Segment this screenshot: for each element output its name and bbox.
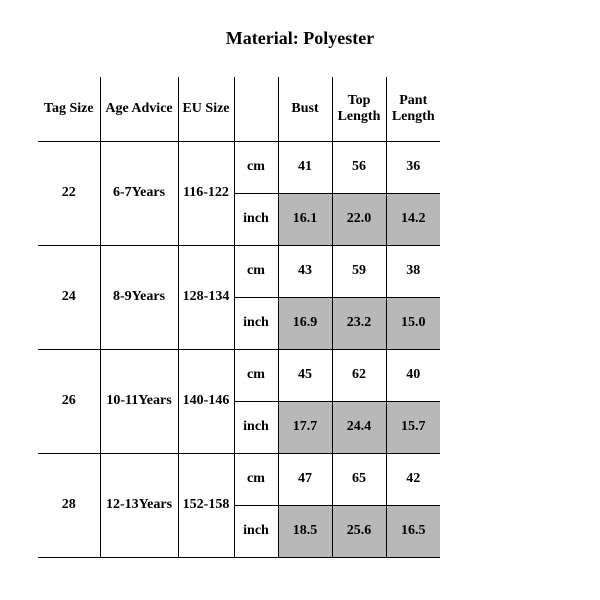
cell-top_length: 65 bbox=[332, 453, 386, 505]
cell-eu-size: 116-122 bbox=[178, 141, 234, 245]
cell-eu-size: 152-158 bbox=[178, 453, 234, 557]
col-bust: Bust bbox=[278, 77, 332, 141]
cell-unit: inch bbox=[234, 505, 278, 557]
cell-pant_length: 42 bbox=[386, 453, 440, 505]
cell-tag-size: 24 bbox=[38, 245, 100, 349]
col-age-advice: Age Advice bbox=[100, 77, 178, 141]
cell-top_length: 24.4 bbox=[332, 401, 386, 453]
cell-eu-size: 140-146 bbox=[178, 349, 234, 453]
cell-unit: inch bbox=[234, 401, 278, 453]
col-pant-length: Pant Length bbox=[386, 77, 440, 141]
cell-bust: 43 bbox=[278, 245, 332, 297]
table-row: 2610-11Years140-146cm456240 bbox=[38, 349, 440, 401]
col-eu-size: EU Size bbox=[178, 77, 234, 141]
cell-tag-size: 22 bbox=[38, 141, 100, 245]
cell-unit: inch bbox=[234, 297, 278, 349]
cell-age-advice: 8-9Years bbox=[100, 245, 178, 349]
cell-bust: 45 bbox=[278, 349, 332, 401]
cell-unit: cm bbox=[234, 245, 278, 297]
col-top-length: Top Length bbox=[332, 77, 386, 141]
col-tag-size: Tag Size bbox=[38, 77, 100, 141]
table-row: 248-9Years128-134cm435938 bbox=[38, 245, 440, 297]
cell-top_length: 62 bbox=[332, 349, 386, 401]
cell-pant_length: 14.2 bbox=[386, 193, 440, 245]
page: Material: Polyester Tag Size Age Advice … bbox=[0, 0, 600, 600]
cell-top_length: 23.2 bbox=[332, 297, 386, 349]
page-title: Material: Polyester bbox=[0, 28, 600, 49]
cell-bust: 16.1 bbox=[278, 193, 332, 245]
cell-unit: inch bbox=[234, 193, 278, 245]
cell-pant_length: 15.7 bbox=[386, 401, 440, 453]
cell-top_length: 56 bbox=[332, 141, 386, 193]
cell-pant_length: 16.5 bbox=[386, 505, 440, 557]
cell-tag-size: 26 bbox=[38, 349, 100, 453]
cell-top_length: 22.0 bbox=[332, 193, 386, 245]
cell-age-advice: 6-7Years bbox=[100, 141, 178, 245]
size-table: Tag Size Age Advice EU Size Bust Top Len… bbox=[38, 77, 440, 558]
cell-eu-size: 128-134 bbox=[178, 245, 234, 349]
table-body: 226-7Years116-122cm415636inch16.122.014.… bbox=[38, 141, 440, 557]
table-row: 226-7Years116-122cm415636 bbox=[38, 141, 440, 193]
cell-unit: cm bbox=[234, 349, 278, 401]
cell-age-advice: 12-13Years bbox=[100, 453, 178, 557]
cell-bust: 17.7 bbox=[278, 401, 332, 453]
cell-bust: 41 bbox=[278, 141, 332, 193]
cell-top_length: 59 bbox=[332, 245, 386, 297]
col-unit bbox=[234, 77, 278, 141]
table-row: 2812-13Years152-158cm476542 bbox=[38, 453, 440, 505]
cell-age-advice: 10-11Years bbox=[100, 349, 178, 453]
table-header-row: Tag Size Age Advice EU Size Bust Top Len… bbox=[38, 77, 440, 141]
cell-pant_length: 15.0 bbox=[386, 297, 440, 349]
cell-tag-size: 28 bbox=[38, 453, 100, 557]
cell-top_length: 25.6 bbox=[332, 505, 386, 557]
cell-pant_length: 38 bbox=[386, 245, 440, 297]
cell-pant_length: 36 bbox=[386, 141, 440, 193]
cell-bust: 47 bbox=[278, 453, 332, 505]
cell-pant_length: 40 bbox=[386, 349, 440, 401]
cell-unit: cm bbox=[234, 141, 278, 193]
cell-unit: cm bbox=[234, 453, 278, 505]
cell-bust: 18.5 bbox=[278, 505, 332, 557]
cell-bust: 16.9 bbox=[278, 297, 332, 349]
